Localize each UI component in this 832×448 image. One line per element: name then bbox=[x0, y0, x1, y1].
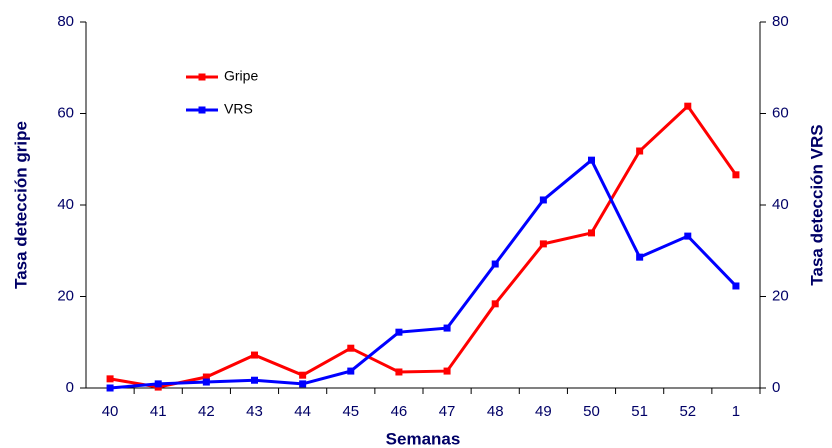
series-marker bbox=[539, 240, 547, 248]
series-marker bbox=[732, 282, 740, 290]
series-marker bbox=[202, 373, 210, 381]
series-marker bbox=[636, 253, 644, 261]
x-tick-label: 42 bbox=[198, 403, 215, 420]
y2-tick-label: 0 bbox=[772, 379, 780, 396]
y2-tick-label: 60 bbox=[772, 104, 789, 121]
y2-axis-title: Tasa detección VRS bbox=[807, 124, 826, 285]
series-marker bbox=[202, 378, 210, 386]
y-tick-label: 80 bbox=[57, 13, 74, 30]
x-tick-label: 45 bbox=[342, 403, 359, 420]
series-marker bbox=[588, 156, 595, 164]
y2-tick-label: 20 bbox=[772, 287, 789, 304]
x-tick-label: 46 bbox=[391, 403, 408, 420]
legend-marker bbox=[198, 73, 206, 81]
x-tick-label: 41 bbox=[150, 403, 167, 420]
x-tick-label: 43 bbox=[246, 403, 263, 420]
series-marker bbox=[539, 196, 547, 204]
x-tick-label: 1 bbox=[732, 403, 740, 420]
series-marker bbox=[588, 229, 595, 237]
legend-label: Gripe bbox=[224, 68, 258, 84]
y-tick-label: 60 bbox=[57, 104, 74, 121]
y2-tick-label: 80 bbox=[772, 13, 789, 30]
x-tick-label: 44 bbox=[294, 403, 311, 420]
series-marker bbox=[347, 367, 355, 375]
series-marker bbox=[443, 324, 451, 332]
x-axis-title: Semanas bbox=[386, 429, 461, 448]
x-tick-label: 50 bbox=[583, 403, 600, 420]
series-marker bbox=[299, 371, 307, 379]
series-marker bbox=[106, 375, 114, 383]
legend-marker bbox=[198, 106, 206, 114]
series-marker bbox=[154, 380, 162, 388]
series-marker bbox=[251, 351, 258, 359]
y2-tick-label: 40 bbox=[772, 196, 789, 213]
legend-label: VRS bbox=[224, 101, 253, 117]
y-axis-title: Tasa detección gripe bbox=[11, 121, 30, 289]
series-marker bbox=[491, 300, 499, 308]
x-tick-label: 48 bbox=[487, 403, 504, 420]
x-tick-label: 47 bbox=[439, 403, 456, 420]
series-marker bbox=[684, 232, 692, 240]
series-marker bbox=[395, 368, 403, 376]
x-tick-label: 52 bbox=[679, 403, 696, 420]
series-marker bbox=[684, 102, 692, 110]
y-tick-label: 40 bbox=[57, 196, 74, 213]
series-marker bbox=[443, 367, 451, 375]
series-marker bbox=[732, 171, 740, 179]
x-tick-label: 40 bbox=[102, 403, 119, 420]
series-marker bbox=[395, 328, 403, 336]
y-tick-label: 0 bbox=[66, 379, 74, 396]
series-marker bbox=[106, 384, 114, 392]
series-marker bbox=[299, 380, 307, 388]
series-line bbox=[109, 157, 738, 390]
x-tick-label: 51 bbox=[631, 403, 648, 420]
series-marker bbox=[636, 147, 644, 155]
series-marker bbox=[251, 376, 258, 384]
series-line bbox=[109, 103, 738, 389]
y-tick-label: 20 bbox=[57, 287, 74, 304]
x-tick-label: 49 bbox=[535, 403, 552, 420]
series-marker bbox=[491, 260, 499, 268]
series-marker bbox=[347, 344, 355, 352]
